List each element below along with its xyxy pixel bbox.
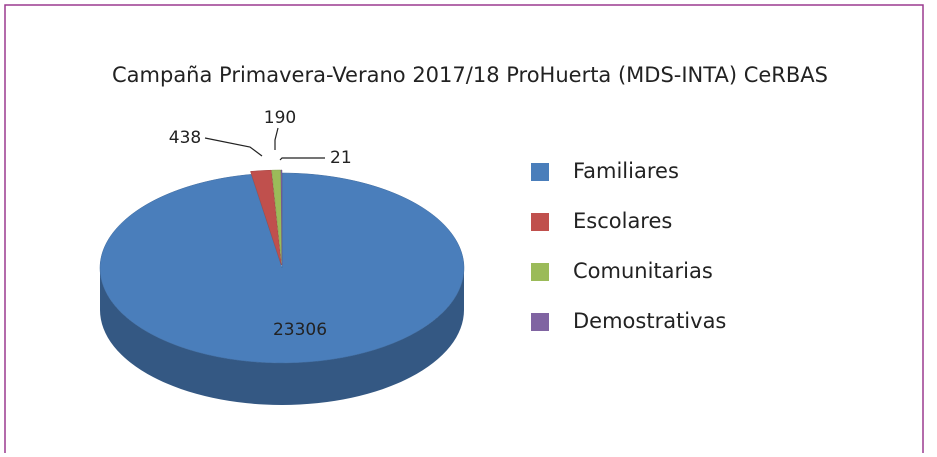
data-label: 23306: [273, 320, 327, 340]
data-label: 438: [169, 128, 201, 148]
chart-title: Campaña Primavera-Verano 2017/18 ProHuer…: [112, 63, 828, 87]
legend-swatch: [531, 313, 549, 331]
legend-swatch: [531, 213, 549, 231]
slice: [250, 169, 282, 266]
slice: [280, 169, 283, 266]
legend-swatch: [531, 263, 549, 281]
data-label: 190: [264, 108, 296, 128]
leader-line: [204, 137, 263, 157]
legend-label: Familiares: [573, 159, 679, 183]
leader-line: [274, 127, 279, 150]
legend-label: Comunitarias: [573, 259, 713, 283]
slice-side: [100, 268, 464, 405]
legend-label: Escolares: [573, 209, 672, 233]
legend-label: Demostrativas: [573, 309, 726, 333]
slice: [99, 172, 465, 364]
data-label: 21: [330, 148, 352, 168]
leader-line: [279, 157, 325, 161]
legend-swatch: [531, 163, 549, 181]
